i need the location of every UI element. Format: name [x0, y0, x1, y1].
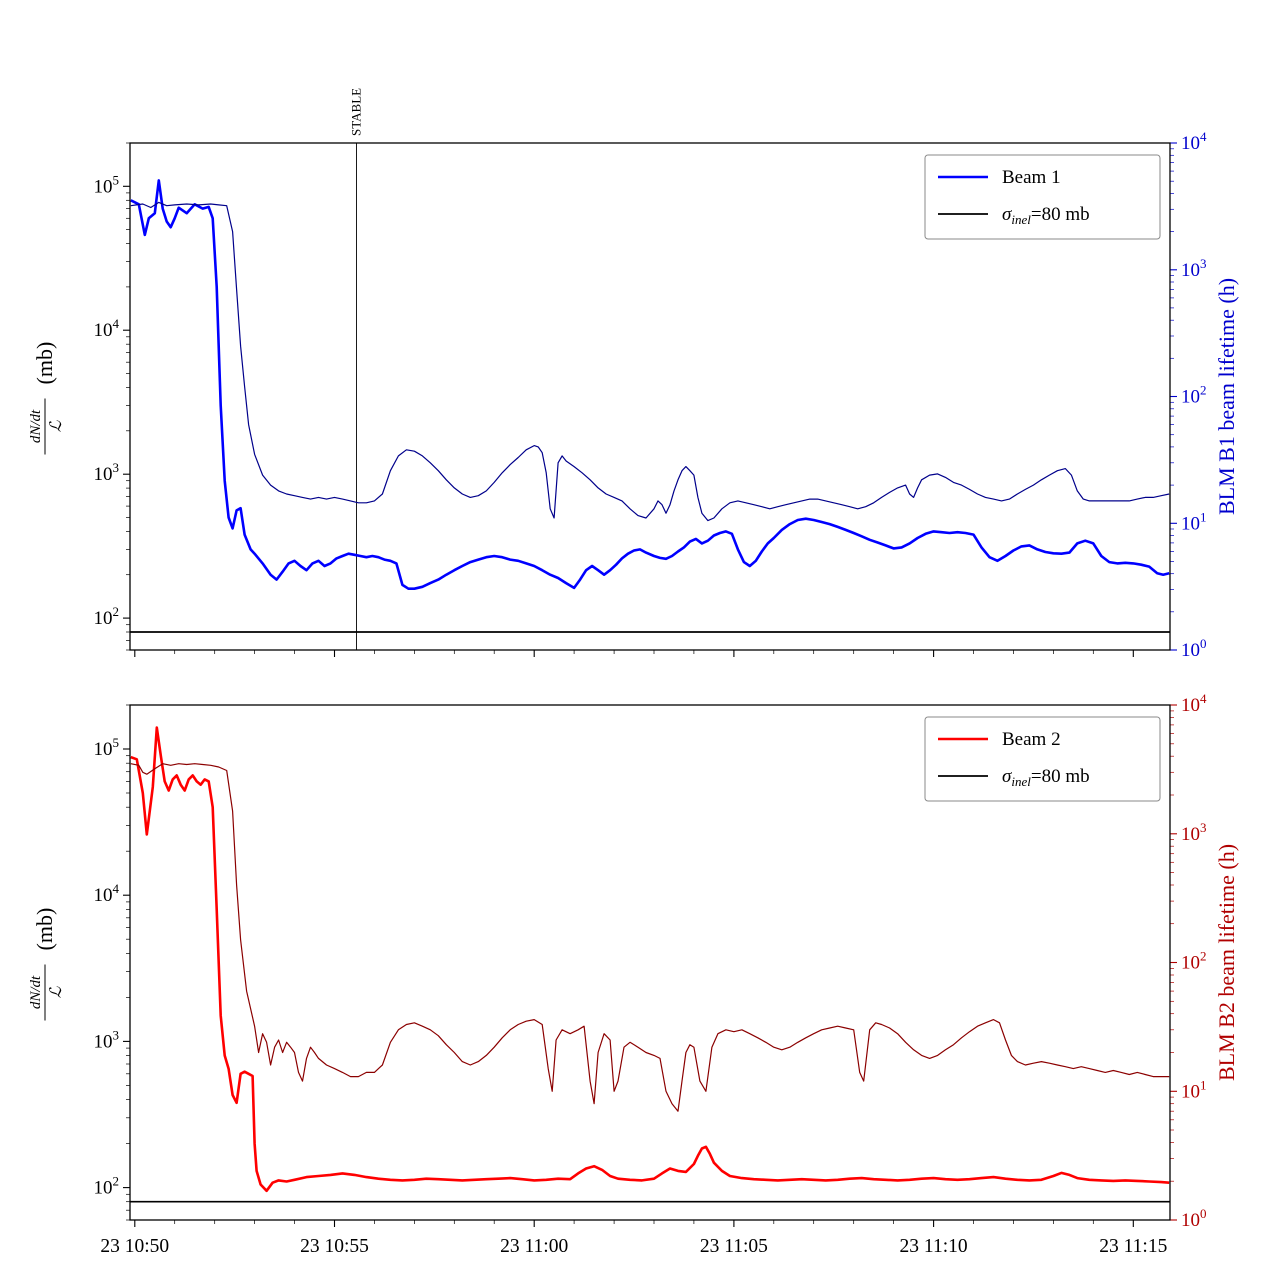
- x-tick-label: 23 10:50: [100, 1236, 169, 1257]
- left-axis-label: dN/dt ℒ (mb): [28, 908, 65, 1021]
- right-tick-label: 101: [1181, 509, 1207, 534]
- right-tick-label: 102: [1181, 383, 1207, 408]
- blm-b2-lifetime-line: [130, 763, 1170, 1112]
- svg-text:BLM B1 beam lifetime (h): BLM B1 beam lifetime (h): [1214, 278, 1239, 515]
- svg-text:dN/dt: dN/dt: [28, 409, 44, 443]
- svg-text:ℒ: ℒ: [48, 420, 65, 432]
- svg-text:dN/dt: dN/dt: [28, 975, 44, 1009]
- x-tick-label: 23 11:10: [900, 1236, 968, 1257]
- left-axis-label: dN/dt ℒ (mb): [28, 342, 65, 455]
- beam-1-line: [130, 179, 1170, 591]
- svg-text:(mb): (mb): [32, 342, 57, 385]
- x-tick-label: 23 11:05: [700, 1236, 768, 1257]
- legend-label-sigma: σinel=80 mb: [1002, 766, 1090, 789]
- right-axis-label: BLM B2 beam lifetime (h): [1214, 844, 1239, 1081]
- plot-border: [129, 142, 1171, 651]
- beam-2-line: [130, 726, 1170, 1193]
- svg-text:ℒ: ℒ: [48, 986, 65, 998]
- x-tick-label: 23 11:15: [1099, 1236, 1167, 1257]
- svg-text:(mb): (mb): [32, 908, 57, 951]
- x-tick-label: 23 10:55: [300, 1236, 369, 1257]
- x-tick-label: 23 11:00: [500, 1236, 568, 1257]
- blm-b1-lifetime-line: [130, 201, 1170, 522]
- plot-border: [129, 704, 1171, 1221]
- legend-label: Beam 2: [1002, 729, 1061, 750]
- right-axis-label: BLM B1 beam lifetime (h): [1214, 278, 1239, 515]
- legend-label: Beam 1: [1002, 167, 1061, 188]
- stable-label: STABLE: [348, 88, 363, 136]
- legend-label-sigma: σinel=80 mb: [1002, 204, 1090, 227]
- svg-text:BLM B2 beam lifetime (h): BLM B2 beam lifetime (h): [1214, 844, 1239, 1081]
